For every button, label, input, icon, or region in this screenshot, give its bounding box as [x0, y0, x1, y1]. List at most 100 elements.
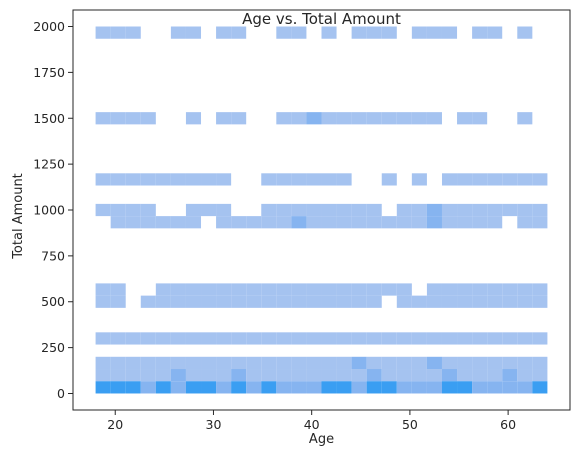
- heatmap-cell: [95, 381, 111, 394]
- heatmap-cell: [125, 112, 141, 125]
- heatmap-cell: [517, 216, 533, 229]
- heatmap-cell: [487, 369, 503, 382]
- heatmap-cell: [502, 203, 518, 217]
- heatmap-cell: [321, 283, 337, 296]
- heatmap-cell: [276, 356, 292, 370]
- heatmap-cell: [155, 356, 171, 370]
- heatmap-cell: [261, 173, 277, 186]
- heatmap-cell: [95, 295, 111, 308]
- heatmap-cell: [532, 332, 548, 345]
- heatmap-cell: [261, 369, 277, 382]
- heatmap-cell: [261, 216, 277, 229]
- heatmap-cell: [426, 295, 442, 308]
- heatmap-cell: [261, 283, 277, 296]
- heatmap-cell: [170, 283, 186, 296]
- heatmap-cell: [441, 26, 458, 39]
- heatmap-cell: [321, 112, 337, 125]
- heatmap-cell: [155, 295, 171, 308]
- heatmap-cell: [291, 173, 307, 186]
- heatmap-cell: [366, 381, 382, 394]
- heatmap-cell: [110, 26, 126, 39]
- heatmap-cell: [201, 356, 217, 370]
- heatmap-cell: [140, 295, 156, 308]
- x-tick-label: 60: [500, 417, 516, 432]
- heatmap-cell: [95, 26, 111, 39]
- heatmap-cell: [411, 369, 427, 382]
- heatmap-cell: [140, 203, 156, 217]
- heatmap-cell: [291, 26, 307, 39]
- heatmap-cell: [411, 112, 427, 125]
- heatmap-cell: [411, 295, 427, 308]
- heatmap-cell: [95, 332, 111, 345]
- heatmap-cell: [351, 216, 367, 229]
- heatmap-cell: [487, 203, 503, 217]
- heatmap-cell: [381, 216, 397, 229]
- heatmap-cell: [155, 216, 171, 229]
- heatmap-cell: [110, 332, 126, 345]
- heatmap-cell: [185, 295, 202, 308]
- heatmap-cell: [261, 356, 277, 370]
- heatmap-cell: [381, 112, 397, 125]
- heatmap-cell: [532, 173, 548, 186]
- heatmap-cell: [426, 356, 442, 370]
- heatmap-cell: [291, 356, 307, 370]
- y-tick-label: 750: [41, 248, 65, 263]
- heatmap-cell: [457, 332, 473, 345]
- heatmap-cell: [321, 173, 337, 186]
- y-axis-label: Total Amount: [11, 173, 26, 260]
- heatmap-cell: [441, 295, 458, 308]
- heatmap-cell: [366, 26, 382, 39]
- heatmap-cell: [366, 112, 382, 125]
- heatmap-cell: [366, 203, 382, 217]
- heatmap-cell: [321, 369, 337, 382]
- heatmap-cell: [110, 356, 126, 370]
- heatmap-cell: [276, 26, 292, 39]
- heatmap-cell: [441, 216, 458, 229]
- heatmap-cell: [201, 381, 217, 394]
- heatmap-cell: [381, 356, 397, 370]
- y-tick-label: 0: [57, 386, 65, 401]
- heatmap-cell: [411, 216, 427, 229]
- heatmap-cell: [532, 295, 548, 308]
- heatmap-cell: [140, 356, 156, 370]
- heatmap-cell: [396, 295, 412, 308]
- heatmap-cell: [532, 203, 548, 217]
- heatmap-cell: [110, 369, 126, 382]
- heatmap-cell: [351, 203, 367, 217]
- heatmap-cell: [457, 283, 473, 296]
- heatmap-cell: [502, 332, 518, 345]
- heatmap-cell: [517, 283, 533, 296]
- heatmap-cell: [185, 369, 202, 382]
- heatmap-cell: [216, 332, 232, 345]
- chart-title: Age vs. Total Amount: [242, 10, 401, 28]
- heatmap-cell: [457, 295, 473, 308]
- heatmap-cell: [487, 381, 503, 394]
- heatmap-cell: [411, 203, 427, 217]
- heatmap-cell: [246, 216, 262, 229]
- heatmap-cell: [396, 203, 412, 217]
- heatmap-cell: [306, 283, 322, 296]
- heatmap-cell: [231, 216, 247, 229]
- heatmap-cell: [246, 381, 262, 394]
- y-tick-label: 1000: [33, 203, 65, 218]
- heatmap-cell: [201, 283, 217, 296]
- heatmap-cell: [426, 26, 442, 39]
- heatmap-cell: [321, 332, 337, 345]
- heatmap-cell: [457, 203, 473, 217]
- heatmap-cell: [381, 26, 397, 39]
- heatmap-cell: [216, 369, 232, 382]
- heatmap-cell: [231, 112, 247, 125]
- heatmap-cell: [216, 283, 232, 296]
- heatmap-cell: [381, 369, 397, 382]
- heatmap-cell: [95, 203, 111, 217]
- heatmap-cell: [366, 295, 382, 308]
- heatmap-cell: [231, 356, 247, 370]
- heatmap-cell: [110, 216, 126, 229]
- heatmap-cell: [517, 173, 533, 186]
- heatmap-cell: [441, 381, 458, 394]
- heatmap-cell: [95, 112, 111, 125]
- heatmap-cell: [351, 369, 367, 382]
- heatmap-cell: [472, 356, 488, 370]
- heatmap-cell: [426, 216, 442, 229]
- heatmap-cell: [366, 216, 382, 229]
